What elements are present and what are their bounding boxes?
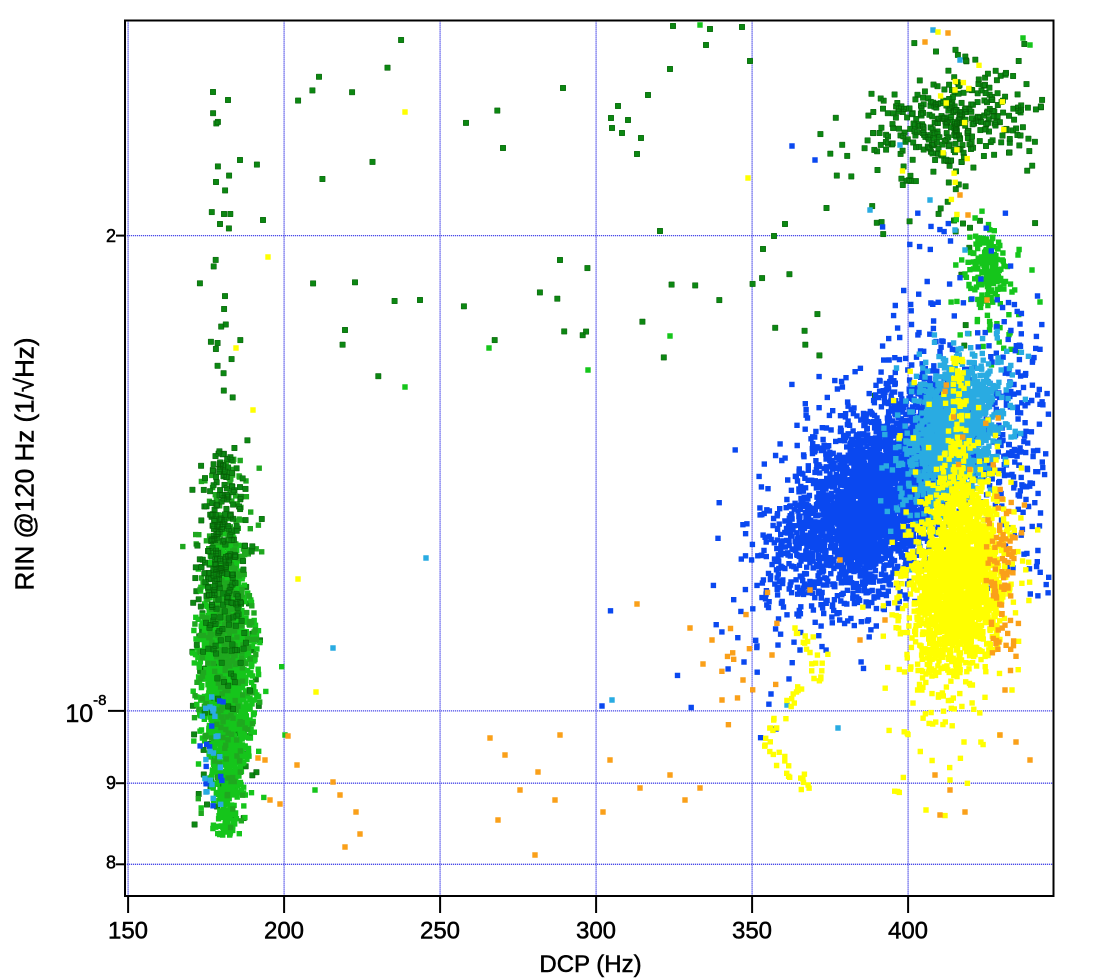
svg-text:10-8: 10-8 <box>65 692 106 728</box>
svg-text:400: 400 <box>888 918 928 945</box>
svg-text:150: 150 <box>108 918 148 945</box>
svg-text:200: 200 <box>264 918 304 945</box>
svg-text:9: 9 <box>106 773 116 793</box>
svg-text:DCP (Hz): DCP (Hz) <box>539 951 641 978</box>
svg-text:250: 250 <box>420 918 460 945</box>
svg-text:350: 350 <box>732 918 772 945</box>
svg-text:300: 300 <box>576 918 616 945</box>
svg-text:8: 8 <box>106 853 116 873</box>
svg-text:2: 2 <box>106 226 116 246</box>
svg-text:RIN @120 Hz (1/√Hz): RIN @120 Hz (1/√Hz) <box>10 337 40 590</box>
